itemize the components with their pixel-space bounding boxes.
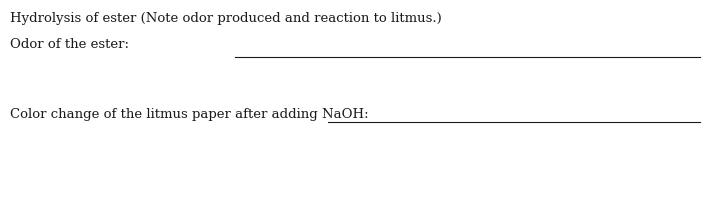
Text: Color change of the litmus paper after adding NaOH:: Color change of the litmus paper after a…: [10, 108, 368, 121]
Text: Odor of the ester:: Odor of the ester:: [10, 38, 129, 51]
Text: Hydrolysis of ester (Note odor produced and reaction to litmus.): Hydrolysis of ester (Note odor produced …: [10, 12, 442, 25]
